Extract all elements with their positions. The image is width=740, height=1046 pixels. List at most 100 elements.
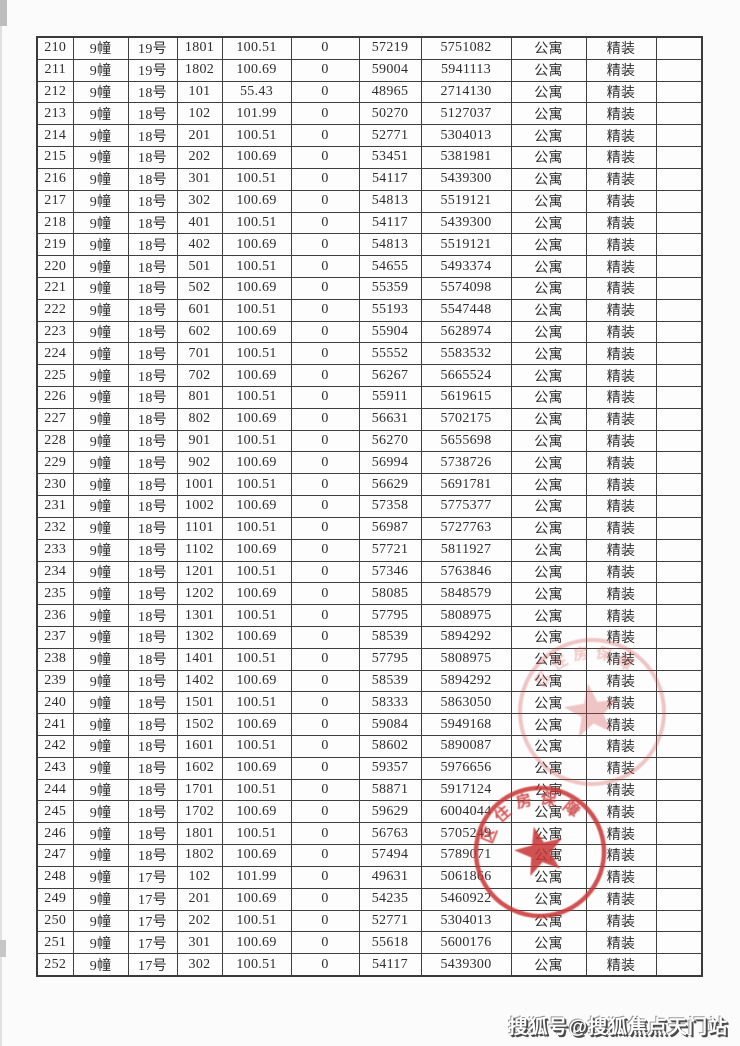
table-cell-col6: 0: [290, 102, 360, 126]
table-cell-decoration: 精装: [585, 647, 657, 671]
table-cell-total_price: 5917124: [420, 778, 512, 802]
table-cell-usage: 公寓: [510, 451, 587, 475]
table-cell-area: 100.51: [221, 429, 292, 453]
table-cell-total_price: 6004044: [420, 800, 512, 824]
table-cell-remark: [655, 451, 703, 475]
table-cell-room: 702: [176, 364, 223, 388]
table-cell-room: 1101: [176, 516, 223, 540]
table-cell-usage: 公寓: [510, 189, 587, 213]
table-cell-unit_price: 55911: [358, 386, 422, 409]
table-row: 217 9幢 18号 302 100.69 0 54813 5519121 公寓 精装: [36, 189, 703, 213]
table-row: 227 9幢 18号 802 100.69 0 56631 5702175 公寓 精装: [36, 407, 703, 431]
table-cell-remark: [655, 102, 703, 126]
table-cell-room: 102: [176, 865, 223, 889]
table-cell-building: 9幢: [72, 647, 129, 671]
table-row: 251 9幢 17号 301 100.69 0 55618 5600176 公寓 精装: [36, 931, 703, 955]
table-cell-remark: [655, 364, 703, 388]
table-cell-unit_price: 56994: [358, 451, 422, 475]
table-cell-room: 901: [176, 429, 223, 453]
table-cell-building: 9幢: [72, 36, 129, 60]
table-cell-usage: 公寓: [510, 342, 587, 366]
table-cell-total_price: 5702175: [420, 407, 512, 431]
table-cell-area: 100.51: [221, 560, 292, 584]
table-cell-col6: 0: [290, 713, 360, 737]
table-cell-seq: 246: [36, 822, 74, 846]
table-cell-area: 100.69: [221, 233, 292, 257]
table-cell-remark: [655, 887, 703, 911]
table-row: 249 9幢 17号 201 100.69 0 54235 5460922 公寓 精装: [36, 887, 703, 911]
table-cell-decoration: 精装: [585, 713, 657, 737]
table-cell-total_price: 5583532: [420, 342, 512, 366]
table-cell-decoration: 精装: [585, 36, 657, 60]
table-row: 221 9幢 18号 502 100.69 0 55359 5574098 公寓 精装: [36, 276, 703, 300]
table-cell-unit: 18号: [127, 146, 178, 169]
table-cell-seq: 234: [36, 560, 74, 584]
table-cell-col6: 0: [290, 604, 360, 627]
table-cell-col6: 0: [290, 582, 360, 606]
table-cell-usage: 公寓: [510, 822, 587, 846]
table-cell-remark: [655, 865, 703, 889]
table-cell-seq: 230: [36, 473, 74, 497]
table-cell-col6: 0: [290, 516, 360, 540]
table-cell-seq: 213: [36, 102, 74, 126]
table-cell-area: 100.69: [221, 320, 292, 344]
table-cell-unit: 18号: [127, 233, 178, 257]
table-cell-remark: [655, 80, 703, 104]
table-cell-building: 9幢: [72, 80, 129, 104]
table-cell-decoration: 精装: [585, 146, 657, 169]
table-cell-remark: [655, 58, 703, 82]
table-cell-decoration: 精装: [585, 625, 657, 649]
table-cell-unit: 18号: [127, 604, 178, 627]
table-cell-seq: 241: [36, 713, 74, 737]
table-cell-room: 501: [176, 255, 223, 278]
table-cell-remark: [655, 647, 703, 671]
table-cell-unit_price: 58539: [358, 625, 422, 649]
table-cell-seq: 228: [36, 429, 74, 453]
table-row: 228 9幢 18号 901 100.51 0 56270 5655698 公寓 精装: [36, 429, 703, 453]
table-row: 233 9幢 18号 1102 100.69 0 57721 5811927 公寓 精装: [36, 538, 703, 562]
table-cell-building: 9幢: [72, 320, 129, 344]
table-cell-unit: 18号: [127, 669, 178, 693]
table-cell-building: 9幢: [72, 800, 129, 824]
table-cell-seq: 215: [36, 146, 74, 169]
table-cell-remark: [655, 189, 703, 213]
table-cell-total_price: 5775377: [420, 495, 512, 518]
table-cell-remark: [655, 713, 703, 737]
table-cell-remark: [655, 669, 703, 693]
table-cell-total_price: 5439300: [420, 211, 512, 235]
table-cell-usage: 公寓: [510, 735, 587, 758]
table-cell-area: 100.51: [221, 604, 292, 627]
table-cell-area: 100.51: [221, 124, 292, 148]
table-cell-total_price: 5811927: [420, 538, 512, 562]
table-cell-area: 101.99: [221, 865, 292, 889]
table-cell-usage: 公寓: [510, 538, 587, 562]
table-cell-seq: 214: [36, 124, 74, 148]
table-cell-remark: [655, 582, 703, 606]
table-cell-building: 9幢: [72, 713, 129, 737]
table-cell-room: 801: [176, 386, 223, 409]
table-cell-seq: 249: [36, 887, 74, 911]
table-cell-total_price: 5738726: [420, 451, 512, 475]
table-cell-unit_price: 56267: [358, 364, 422, 388]
table-cell-building: 9幢: [72, 560, 129, 584]
table-cell-total_price: 5460922: [420, 887, 512, 911]
table-cell-col6: 0: [290, 189, 360, 213]
table-cell-usage: 公寓: [510, 865, 587, 889]
table-cell-total_price: 5127037: [420, 102, 512, 126]
table-cell-usage: 公寓: [510, 364, 587, 388]
table-cell-unit: 18号: [127, 473, 178, 497]
table-cell-unit_price: 59357: [358, 756, 422, 780]
table-row: 215 9幢 18号 202 100.69 0 53451 5381981 公寓 精装: [36, 146, 703, 169]
table-cell-total_price: 5751082: [420, 36, 512, 60]
table-cell-seq: 223: [36, 320, 74, 344]
table-cell-room: 1201: [176, 560, 223, 584]
table-cell-area: 100.69: [221, 407, 292, 431]
table-row: 212 9幢 18号 101 55.43 0 48965 2714130 公寓 精装: [36, 80, 703, 104]
table-cell-room: 201: [176, 124, 223, 148]
table-cell-area: 100.51: [221, 909, 292, 933]
table-cell-decoration: 精装: [585, 320, 657, 344]
table-cell-unit: 18号: [127, 407, 178, 431]
table-row: 243 9幢 18号 1602 100.69 0 59357 5976656 公寓 精装: [36, 756, 703, 780]
table-cell-total_price: 5547448: [420, 298, 512, 322]
table-cell-unit_price: 58602: [358, 735, 422, 758]
